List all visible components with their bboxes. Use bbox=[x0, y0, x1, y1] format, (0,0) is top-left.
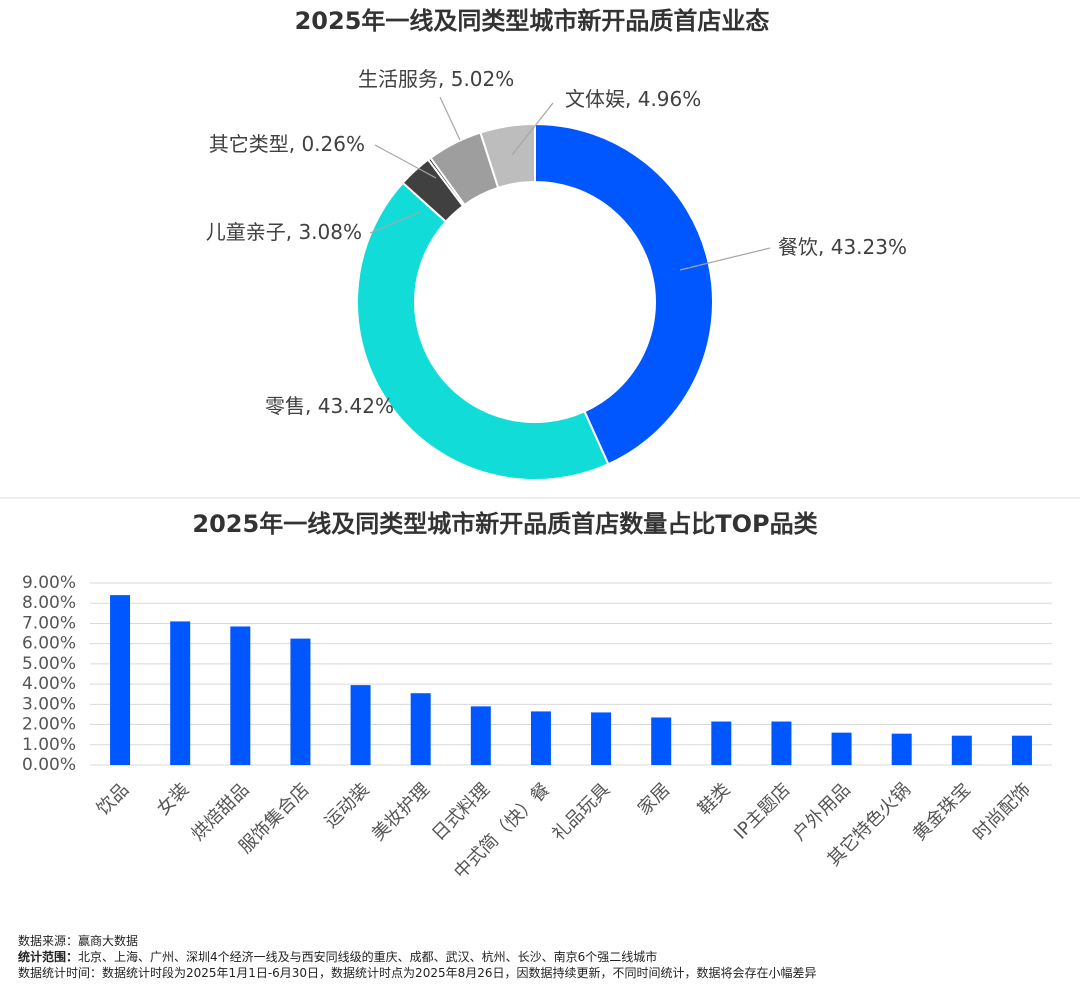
bar bbox=[410, 693, 431, 765]
x-tick-label: 女装 bbox=[153, 779, 193, 819]
slice-category: 零售 bbox=[265, 394, 305, 418]
y-tick-label: 1.00% bbox=[22, 735, 76, 755]
footnote: 数据统计时间：数据统计时段为2025年1月1日-6月30日，数据统计时点为202… bbox=[18, 965, 817, 980]
slice-value: 5.02% bbox=[451, 67, 515, 91]
x-tick-label: 饮品 bbox=[93, 779, 133, 819]
leader-line bbox=[439, 96, 461, 141]
donut-title: 2025年一线及同类型城市新开品质首店业态 bbox=[295, 7, 770, 35]
x-tick-label: 礼品玩具 bbox=[548, 779, 614, 845]
y-tick-label: 2.00% bbox=[22, 715, 76, 735]
x-tick-label: 运动装 bbox=[321, 779, 374, 832]
slice-value: 43.23% bbox=[831, 235, 907, 259]
y-tick-label: 0.00% bbox=[22, 755, 76, 775]
footnote-text: 赢商大数据 bbox=[78, 933, 138, 948]
slice-label: 餐饮, 43.23% bbox=[778, 235, 907, 259]
x-tick-label: 鞋类 bbox=[694, 779, 734, 819]
slice-category: 餐饮 bbox=[778, 235, 818, 259]
donut-slice bbox=[356, 181, 610, 481]
footnote-label: 数据来源： bbox=[18, 933, 78, 948]
donut-slice bbox=[534, 122, 714, 466]
x-tick-label: IP主题店 bbox=[730, 779, 794, 843]
slice-value: 43.42% bbox=[318, 394, 394, 418]
bar-title: 2025年一线及同类型城市新开品质首店数量占比TOP品类 bbox=[192, 510, 818, 538]
y-tick-label: 5.00% bbox=[22, 654, 76, 674]
bar bbox=[110, 595, 131, 765]
y-tick-label: 7.00% bbox=[22, 613, 76, 633]
slice-label: 其它类型, 0.26% bbox=[209, 132, 365, 156]
bar bbox=[350, 685, 371, 765]
slice-category: 文体娱 bbox=[565, 87, 625, 111]
x-tick-label: 美妆护理 bbox=[368, 779, 434, 845]
footnote: 统计范围：北京、上海、广州、深圳4个经济一线及与西安同线级的重庆、成都、武汉、杭… bbox=[18, 949, 657, 964]
footnote-label: 数据统计时间： bbox=[18, 965, 102, 980]
bar bbox=[591, 712, 612, 765]
bar bbox=[230, 626, 251, 765]
slice-value: 0.26% bbox=[301, 132, 365, 156]
footnote-text: 数据统计时段为2025年1月1日-6月30日，数据统计时点为2025年8月26日… bbox=[102, 965, 817, 980]
donut-slice bbox=[479, 122, 536, 190]
bar bbox=[831, 732, 852, 765]
slice-category: 儿童亲子 bbox=[206, 220, 286, 244]
y-tick-label: 9.00% bbox=[22, 573, 76, 593]
x-tick-label: 家居 bbox=[634, 779, 674, 819]
footnote-label: 统计范围： bbox=[18, 949, 78, 964]
slice-category: 生活服务 bbox=[358, 67, 438, 91]
bar bbox=[651, 717, 672, 765]
slice-label: 儿童亲子, 3.08% bbox=[206, 220, 362, 244]
leader-line bbox=[511, 102, 554, 156]
bar bbox=[1011, 735, 1032, 765]
leader-line bbox=[374, 144, 437, 179]
y-tick-label: 4.00% bbox=[22, 674, 76, 694]
bar bbox=[771, 721, 792, 765]
footnote-text: 北京、上海、广州、深圳4个经济一线及与西安同线级的重庆、成都、武汉、杭州、长沙、… bbox=[78, 949, 657, 964]
x-tick-label: 黄金珠宝 bbox=[909, 779, 975, 845]
slice-category: 其它类型 bbox=[209, 132, 289, 156]
bar bbox=[711, 721, 732, 765]
leader-line bbox=[369, 211, 421, 234]
x-tick-label: 时尚配饰 bbox=[969, 779, 1035, 845]
slice-value: 4.96% bbox=[638, 87, 702, 111]
slice-label: 零售, 43.42% bbox=[265, 394, 394, 418]
bar bbox=[891, 733, 912, 765]
bar bbox=[170, 621, 191, 765]
bar bbox=[530, 711, 551, 765]
y-tick-label: 6.00% bbox=[22, 634, 76, 654]
bar bbox=[951, 735, 972, 765]
bar bbox=[290, 638, 311, 765]
y-tick-label: 3.00% bbox=[22, 694, 76, 714]
leader-line bbox=[679, 247, 771, 271]
bar bbox=[470, 706, 491, 765]
slice-label: 文体娱, 4.96% bbox=[565, 87, 701, 111]
footnote: 数据来源：赢商大数据 bbox=[18, 933, 138, 948]
slice-value: 3.08% bbox=[298, 220, 362, 244]
y-tick-label: 8.00% bbox=[22, 593, 76, 613]
slice-label: 生活服务, 5.02% bbox=[358, 67, 514, 91]
